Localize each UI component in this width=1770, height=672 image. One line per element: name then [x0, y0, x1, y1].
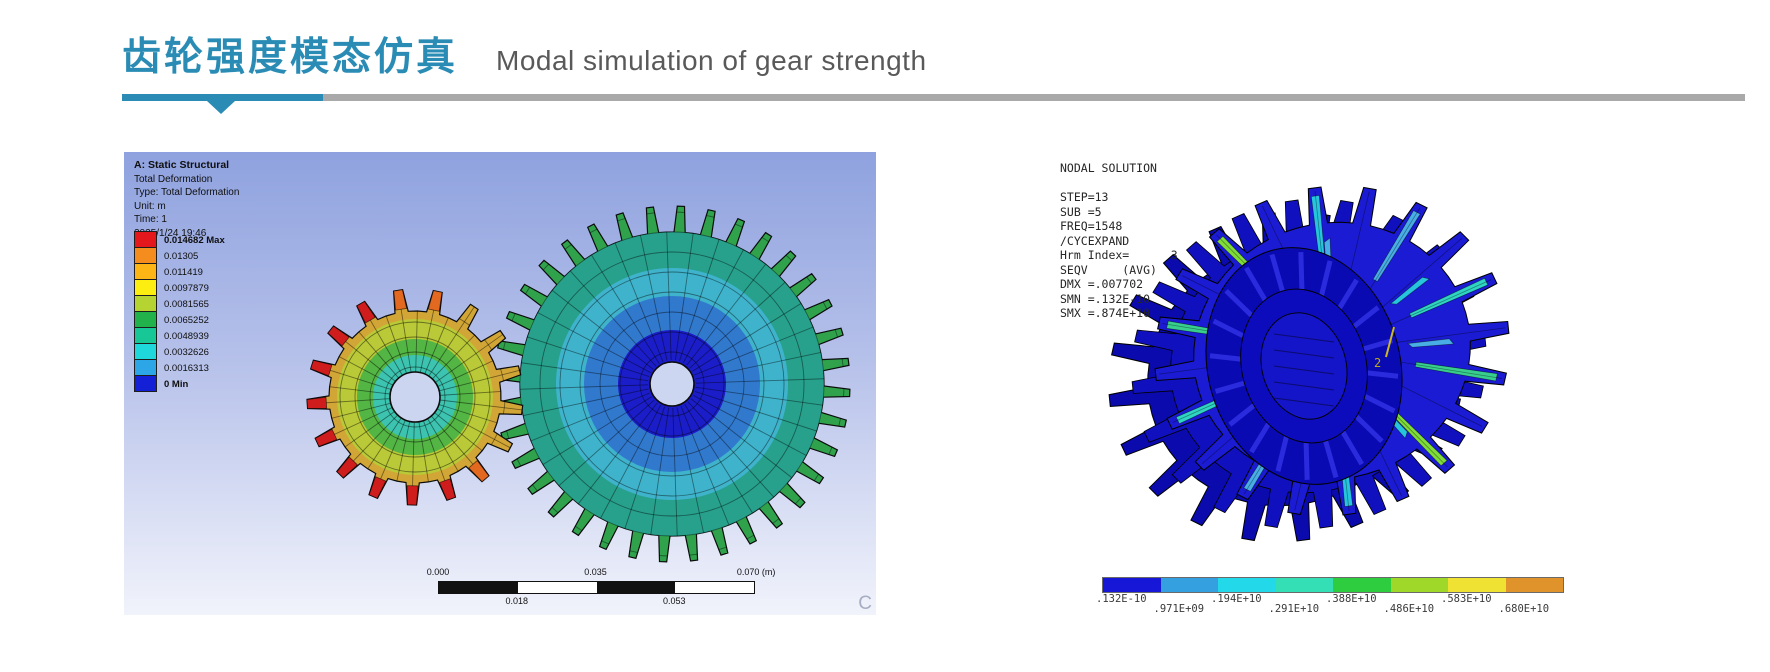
- colorbar-label: .291E+10: [1268, 603, 1320, 615]
- colorbar-segment: [1505, 578, 1563, 592]
- wb-info-line: Type: Total Deformation: [134, 187, 240, 198]
- scale-ruler-bar: [438, 581, 755, 594]
- corner-watermark: C: [858, 593, 872, 614]
- legend-label: 0.011419: [164, 266, 203, 278]
- legend-label: 0.0081565: [164, 298, 209, 310]
- nodal-solution-image: 2 NODAL SOLUTION STEP=13 SUB =5 FREQ=154…: [1030, 145, 1600, 615]
- colorbar-segment: [1275, 578, 1333, 592]
- legend-row: 0.0065252: [134, 311, 225, 328]
- stress-gear-plot: 2: [1108, 186, 1510, 542]
- deformation-result-image: A: Static Structural Total Deformation Ty…: [124, 152, 876, 615]
- legend-row: 0.0016313: [134, 359, 225, 376]
- legend-row: 0.0048939: [134, 327, 225, 344]
- wb-info: A: Static Structural Total Deformation Ty…: [134, 159, 239, 240]
- colorbar-label: .194E+10: [1211, 593, 1262, 605]
- wb-info-title: A: Static Structural: [134, 159, 230, 171]
- page-title: 齿轮强度模态仿真: [122, 36, 459, 79]
- stress-colorbar-bar: [1102, 577, 1564, 593]
- ruler-segment: [675, 582, 754, 593]
- legend-row: 0.0081565: [134, 295, 225, 312]
- legend-swatch: [134, 327, 157, 344]
- legend-label: 0.0032626: [164, 346, 209, 358]
- deformation-gears-plot: [306, 205, 851, 563]
- legend-row: 0.01305: [134, 247, 225, 264]
- legend-swatch: [134, 263, 157, 280]
- ruler-label: 0.053: [662, 596, 686, 606]
- legend-row: 0.011419: [134, 263, 225, 280]
- ruler-segment: [517, 582, 597, 593]
- colorbar-label: .680E+10: [1498, 603, 1550, 615]
- nodal-solution-text: NODAL SOLUTION STEP=13 SUB =5 FREQ=1548 …: [1060, 161, 1178, 320]
- title-divider: [122, 94, 1745, 114]
- legend-label: 0 Min: [164, 378, 189, 390]
- legend-swatch: [134, 343, 157, 360]
- colorbar-segment: [1103, 578, 1161, 592]
- colorbar-segment: [1160, 578, 1218, 592]
- legend-label: 0.0048939: [164, 330, 209, 342]
- colorbar-label: .388E+10: [1326, 593, 1377, 605]
- ruler-label: 0.070 (m): [736, 567, 776, 577]
- legend-row: 0.0097879: [134, 279, 225, 296]
- wb-info-line: Time: 1: [134, 214, 167, 225]
- pointer-triangle-icon: [207, 101, 235, 114]
- title-divider-accent: [122, 94, 323, 101]
- colorbar-segment: [1390, 578, 1448, 592]
- colorbar-label: .583E+10: [1441, 593, 1492, 605]
- colorbar-label: .971E+09: [1153, 603, 1205, 615]
- wb-info-line: 2025/1/24 19:46: [134, 227, 207, 239]
- slide-header: 齿轮强度模态仿真 Modal simulation of gear streng…: [122, 26, 927, 82]
- legend-swatch: [134, 311, 157, 328]
- legend-row: 0 Min: [134, 375, 225, 392]
- wb-info-line: Unit: m: [134, 200, 166, 212]
- legend-swatch: [134, 231, 157, 248]
- colorbar-segment: [1218, 578, 1276, 592]
- legend-row: 0.0032626: [134, 343, 225, 360]
- colorbar-segment: [1448, 578, 1506, 592]
- ruler-segment: [439, 582, 518, 593]
- page-subtitle: Modal simulation of gear strength: [496, 45, 927, 76]
- legend-label: 0.0097879: [164, 282, 209, 294]
- wb-info-line: Total Deformation: [134, 173, 213, 185]
- colorbar-label: .486E+10: [1383, 603, 1435, 615]
- legend-swatch: [134, 359, 157, 376]
- legend-swatch: [134, 295, 157, 312]
- colorbar-segment: [1333, 578, 1391, 592]
- legend-label: 0.014682 Max: [164, 234, 225, 246]
- deformation-legend: 0.014682 Max 0.01305 0.011419 0.0097879 0.00…: [134, 231, 225, 392]
- legend-label: 0.01305: [164, 250, 199, 262]
- legend-swatch: [134, 279, 157, 296]
- colorbar-label: .132E-10: [1096, 593, 1147, 605]
- scale-ruler: 0.000 0.035 0.070 (m) 0.018 0.053: [427, 567, 776, 613]
- ruler-label: 0.000: [426, 567, 450, 577]
- legend-row: 0.014682 Max: [134, 231, 225, 248]
- ruler-label: 0.035: [584, 567, 607, 577]
- node-annotation: 2: [1374, 356, 1381, 370]
- ruler-segment: [596, 582, 676, 593]
- legend-label: 0.0065252: [164, 314, 209, 326]
- legend-swatch: [134, 375, 157, 392]
- legend-label: 0.0016313: [164, 362, 209, 374]
- ruler-label: 0.018: [505, 596, 529, 606]
- stress-colorbar: .132E-10 .194E+10 .388E+10 .583E+10 .971E+09…: [1096, 577, 1564, 615]
- legend-swatch: [134, 247, 157, 264]
